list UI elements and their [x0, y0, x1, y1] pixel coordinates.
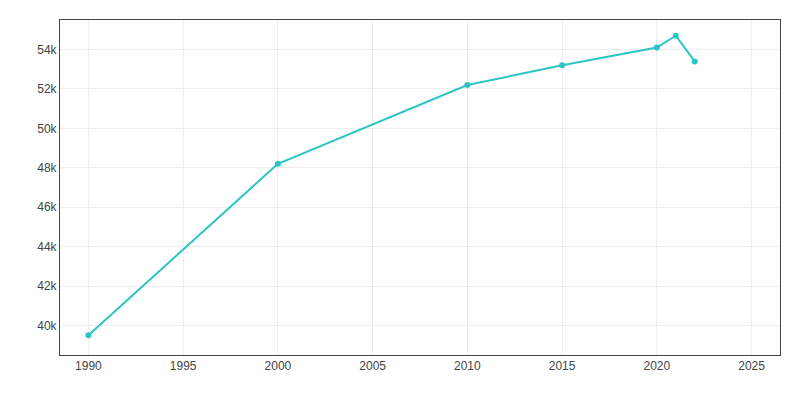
svg-text:42k: 42k	[37, 279, 57, 293]
svg-text:52k: 52k	[37, 82, 57, 96]
svg-text:40k: 40k	[37, 319, 57, 333]
svg-text:2010: 2010	[454, 359, 481, 373]
svg-text:54k: 54k	[37, 43, 57, 57]
svg-text:2015: 2015	[549, 359, 576, 373]
svg-text:44k: 44k	[37, 240, 57, 254]
svg-text:46k: 46k	[37, 200, 57, 214]
svg-text:2025: 2025	[738, 359, 765, 373]
svg-text:1990: 1990	[75, 359, 102, 373]
svg-text:2005: 2005	[359, 359, 386, 373]
svg-text:50k: 50k	[37, 122, 57, 136]
svg-text:2020: 2020	[643, 359, 670, 373]
svg-text:1995: 1995	[170, 359, 197, 373]
svg-text:2000: 2000	[265, 359, 292, 373]
svg-text:48k: 48k	[37, 161, 57, 175]
